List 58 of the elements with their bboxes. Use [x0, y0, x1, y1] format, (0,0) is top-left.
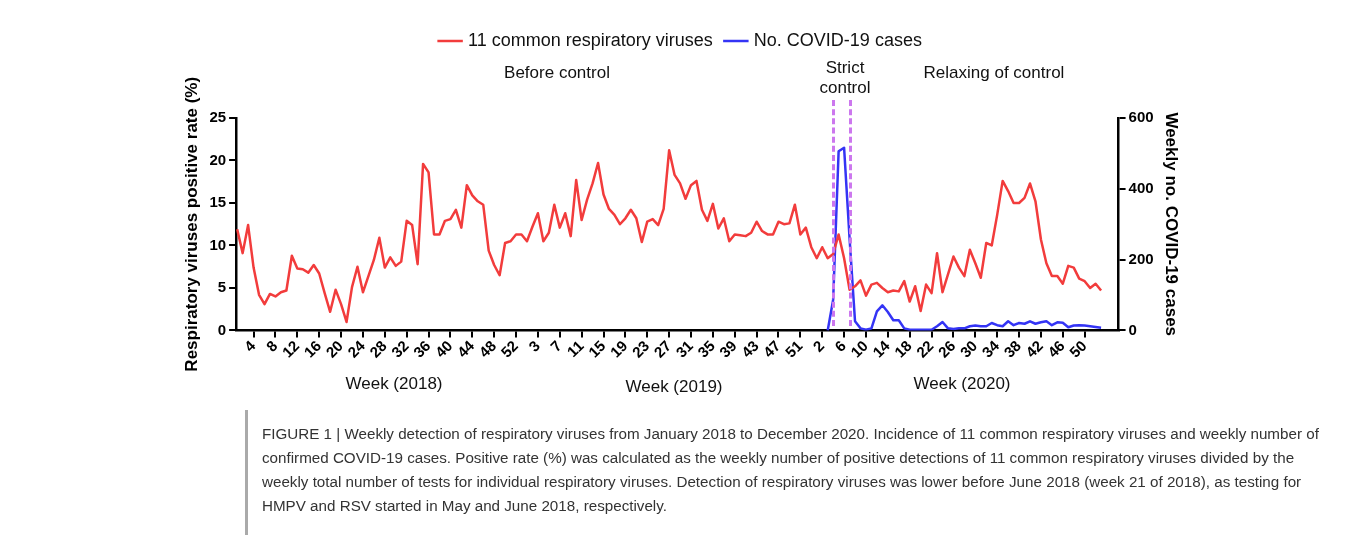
x-tick-label: 52 — [497, 336, 522, 361]
x-tick-label: 48 — [475, 336, 500, 361]
x-tick-label: 19 — [606, 336, 631, 361]
y2-tick-label: 600 — [1128, 108, 1154, 126]
x-tick-label: 20 — [322, 336, 347, 361]
legend-label: 11 common respiratory viruses — [468, 29, 713, 50]
x-tick-label: 24 — [344, 336, 369, 361]
y-tick-label: 20 — [209, 150, 227, 168]
text: Strict control — [818, 58, 872, 98]
x-tick-label: 6 — [831, 336, 850, 355]
x-tick-label: 16 — [300, 336, 325, 361]
caption: FIGURE 1 | Weekly detection of respiratory viruses from January 2018 to December 2020. Incidence of 11 common respiratory viruses and weekly number of confirmed COVID-19 cases. Positive rate (%) was calculated as the weekly number of positive detections of 11 common respiratory viruses divided by the weekly total number of tests for individual respiratory viruses. Detection of respiratory viruses was lower before June 2018 (week 21 of 2018), as testing for HMPV and RSV started in May and June 2018, respectively. — [262, 424, 1320, 516]
y-tick-label: 5 — [217, 278, 227, 296]
x-tick-label: 40 — [431, 336, 456, 361]
y-axis-title: Respiratory viruses positive rate (%) — [181, 76, 201, 372]
x-tick-label: 22 — [912, 336, 937, 361]
y-tick-label: 10 — [209, 235, 227, 253]
x-tick-label: 3 — [525, 336, 543, 355]
x-tick-label: 39 — [715, 336, 740, 361]
y2-tick-label: 0 — [1128, 320, 1137, 338]
x-tick-label: 32 — [387, 336, 412, 361]
x-tick-label: 23 — [628, 336, 653, 361]
y2-tick-label: 400 — [1128, 178, 1154, 196]
text: Week (2018) — [345, 374, 443, 394]
x-tick-label: 35 — [694, 336, 718, 361]
x-tick-label: 50 — [1065, 336, 1090, 361]
x-tick-label: 28 — [366, 336, 390, 361]
x-tick-label: 7 — [546, 336, 565, 355]
x-tick-label: 42 — [1022, 336, 1046, 361]
text: Relaxing of control — [923, 63, 1065, 83]
x-tick-label: 4 — [240, 336, 260, 355]
x-tick-label: 26 — [934, 336, 959, 361]
y-tick-label: 15 — [209, 193, 227, 211]
x-tick-label: 44 — [453, 336, 478, 361]
x-tick-label: 10 — [847, 336, 872, 361]
text: Before control — [504, 63, 610, 83]
y2-tick-label: 200 — [1128, 249, 1154, 267]
y2-axis-title: Weekly no. COVID-19 cases — [1162, 112, 1182, 337]
x-tick-label: 31 — [672, 336, 697, 361]
x-tick-label: 43 — [737, 336, 762, 361]
legend-label: No. COVID-19 cases — [753, 29, 922, 50]
x-tick-label: 12 — [278, 336, 303, 361]
x-tick-label: 2 — [809, 336, 828, 355]
x-tick-label: 36 — [409, 336, 434, 361]
x-tick-label: 34 — [978, 336, 1003, 361]
y-tick-label: 25 — [209, 108, 227, 126]
x-tick-label: 47 — [759, 336, 784, 361]
text: Week (2019) — [625, 377, 723, 397]
x-tick-label: 27 — [650, 336, 675, 361]
x-tick-label: 15 — [584, 336, 609, 361]
y-tick-label: 0 — [217, 320, 227, 338]
x-tick-label: 30 — [956, 336, 981, 361]
x-tick-label: 11 — [563, 336, 587, 361]
x-tick-label: 38 — [1000, 336, 1025, 361]
x-tick-label: 46 — [1044, 336, 1068, 361]
x-tick-label: 8 — [262, 336, 281, 355]
text: Week (2020) — [913, 374, 1011, 394]
x-tick-label: 51 — [781, 336, 806, 361]
